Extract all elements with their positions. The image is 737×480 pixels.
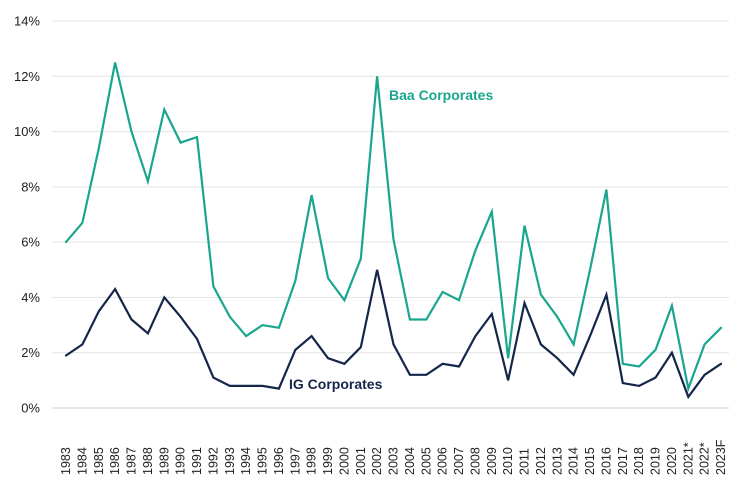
y-tick-label: 14% [14, 14, 40, 29]
y-tick-label: 4% [21, 290, 40, 305]
x-tick-label: 2023F [714, 439, 728, 475]
y-tick-label: 6% [21, 235, 40, 250]
x-tick-label: 1990 [174, 447, 188, 475]
x-tick-label: 2018 [632, 447, 646, 475]
x-tick-label: 1995 [256, 447, 270, 475]
x-tick-label: 2008 [468, 447, 482, 475]
series-line-baa-corporates [64, 62, 723, 393]
y-tick-label: 8% [21, 179, 40, 194]
y-axis-tick-labels: 0% 2% 4% 6% 8% 10% 12% 14% [14, 14, 40, 416]
x-tick-label: 2001 [354, 447, 368, 475]
x-tick-label: 2015 [583, 447, 597, 475]
y-tick-label: 12% [14, 69, 40, 84]
x-tick-label: 1983 [59, 447, 73, 475]
series-lines [64, 62, 723, 400]
x-tick-label: 1985 [92, 447, 106, 475]
x-tick-label: 2021* [681, 442, 695, 475]
x-tick-label: 2016 [599, 447, 613, 475]
x-tick-label: 2010 [501, 447, 515, 475]
x-tick-label: 2003 [387, 447, 401, 475]
y-tick-label: 0% [21, 401, 40, 416]
x-tick-label: 1996 [272, 447, 286, 475]
x-tick-label: 1988 [141, 447, 155, 475]
x-tick-label: 2022* [698, 442, 712, 475]
x-tick-label: 1993 [223, 447, 237, 475]
x-tick-label: 1984 [75, 447, 89, 475]
x-tick-label: 2019 [649, 447, 663, 475]
y-tick-label: 2% [21, 345, 40, 360]
gridlines [52, 20, 729, 354]
x-tick-label: 1989 [157, 447, 171, 475]
x-tick-label: 1991 [190, 447, 204, 475]
series-line-ig-corporates [64, 269, 723, 400]
x-tick-label: 2020 [665, 447, 679, 475]
x-tick-label: 1992 [206, 447, 220, 475]
x-tick-label: 1986 [108, 447, 122, 475]
baa-corporates-label: Baa Corporates [389, 87, 493, 103]
x-tick-label: 2014 [567, 447, 581, 475]
x-tick-label: 2011 [518, 448, 532, 475]
x-tick-label: 2006 [436, 447, 450, 475]
x-tick-label: 1999 [321, 447, 335, 475]
x-tick-label: 2013 [550, 447, 564, 475]
x-tick-label: 2009 [485, 447, 499, 475]
x-tick-label: 2004 [403, 447, 417, 475]
x-tick-label: 1998 [305, 447, 319, 475]
x-tick-label: 2017 [616, 447, 630, 475]
x-tick-label: 2000 [337, 447, 351, 475]
x-tick-label: 2005 [419, 447, 433, 475]
x-tick-label: 2002 [370, 447, 384, 475]
ig-corporates-label: IG Corporates [289, 376, 383, 392]
x-tick-label: 2007 [452, 447, 466, 475]
x-axis-tick-labels: 1983 1984 1985 1986 1987 1988 1989 1990 1991 1992… [59, 439, 728, 475]
x-tick-label: 1997 [288, 447, 302, 475]
x-tick-label: 1987 [125, 447, 139, 475]
x-tick-label: 2012 [534, 447, 548, 475]
x-tick-label: 1994 [239, 447, 253, 475]
y-tick-label: 10% [14, 124, 40, 139]
